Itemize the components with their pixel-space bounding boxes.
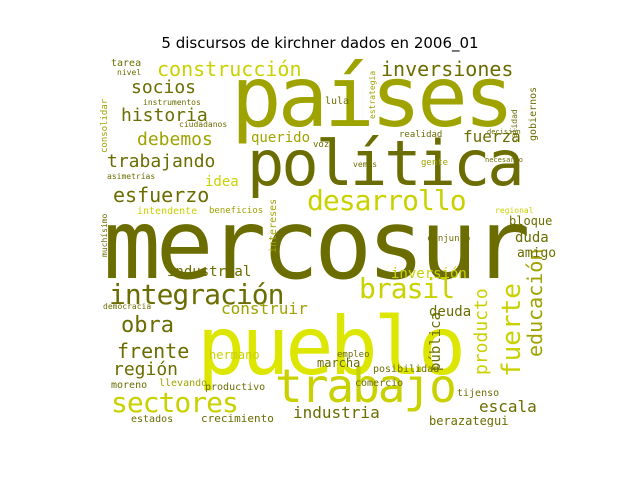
word-tarea: tarea [111, 58, 142, 69]
word-asimetrias: asimetrías [107, 172, 156, 181]
word-deuda: deuda [429, 304, 472, 320]
word-fuerte: fuerte [497, 283, 527, 377]
word-marcha: marcha [317, 356, 361, 370]
word-consolidar: consolidar [100, 98, 110, 153]
word-crecimiento: crecimiento [201, 412, 274, 425]
word-hermano: hermano [209, 348, 260, 362]
word-mercosur: mercosur [103, 189, 530, 301]
word-instrumentos: instrumentos [143, 98, 201, 107]
word-inversiones: inversiones [381, 57, 514, 81]
word-educacion: educación [523, 248, 547, 357]
word-socios: socios [131, 77, 197, 98]
word-trabajando: trabajando [107, 151, 216, 172]
word-cloud: mercosur países política pueblo trabajo … [97, 57, 561, 427]
word-berazategui: berazategui [429, 414, 509, 427]
word-conjunto: conjunto [427, 234, 471, 244]
word-frente: frente [117, 339, 190, 363]
word-nivel: nivel [117, 68, 142, 77]
word-politica: política [247, 127, 525, 200]
word-duda: duda [515, 230, 549, 246]
word-idea: idea [205, 174, 239, 190]
word-tijenso: tijenso [457, 388, 500, 399]
chart-title: 5 discursos de kirchner dados en 2006_01 [161, 34, 479, 52]
word-realidad: realidad [399, 130, 443, 140]
word-gobiernos: gobiernos [528, 86, 539, 141]
word-democracia: democracia [103, 302, 152, 311]
word-inversion: inversión [391, 266, 467, 282]
word-brasil: brasil [359, 272, 455, 305]
word-muchisimo: muchísimo [100, 213, 109, 257]
word-paises: países [231, 57, 514, 146]
word-regional: regional [495, 206, 534, 215]
word-construir: construir [221, 299, 308, 318]
word-querido: querido [251, 130, 311, 146]
word-intendente: intendente [137, 206, 198, 217]
word-decision: decisión [487, 128, 521, 136]
word-vemos: vemos [353, 160, 378, 169]
word-publica: pública [428, 311, 444, 371]
word-escala: escala [479, 397, 537, 416]
word-trabajo: trabajo [275, 359, 457, 413]
word-moreno: moreno [111, 380, 148, 391]
word-integracion: integración [109, 278, 284, 311]
word-estados: estados [131, 414, 174, 425]
word-posibilidad: posibilidad [373, 364, 440, 375]
word-empleo: empleo [337, 350, 370, 360]
word-desarrollo: desarrollo [307, 184, 467, 217]
word-esfuerzo: esfuerzo [113, 183, 210, 207]
word-obra: obra [121, 313, 174, 338]
word-productivo: productivo [205, 382, 266, 393]
word-necesario: necesario [485, 156, 523, 164]
word-industria: industria [293, 403, 380, 422]
word-sectores: sectores [111, 386, 239, 419]
word-ciudadanos: ciudadanos [179, 120, 228, 129]
word-voz: voz [313, 140, 330, 150]
word-historia: historia [121, 105, 208, 126]
word-intereses: intereses [268, 198, 279, 253]
word-estrategia: estrategia [368, 70, 377, 119]
word-region: región [113, 359, 179, 380]
word-gente: gente [421, 158, 449, 168]
word-calidad: calidad [510, 109, 519, 143]
word-beneficios: beneficios [209, 206, 264, 216]
word-comercio: comercio [355, 378, 404, 389]
word-pueblo: pueblo [197, 300, 466, 393]
word-amigo: amigo [517, 246, 557, 261]
word-producto: producto [471, 288, 492, 375]
word-bloque: bloque [509, 214, 553, 228]
word-lula: lula [325, 96, 350, 107]
word-industrial: industrial [167, 264, 252, 280]
word-fuerza: fuerza [463, 127, 521, 146]
word-construccion: construcción [157, 57, 302, 81]
word-llevando: llevando [159, 378, 208, 389]
word-debemos: debemos [137, 129, 213, 150]
